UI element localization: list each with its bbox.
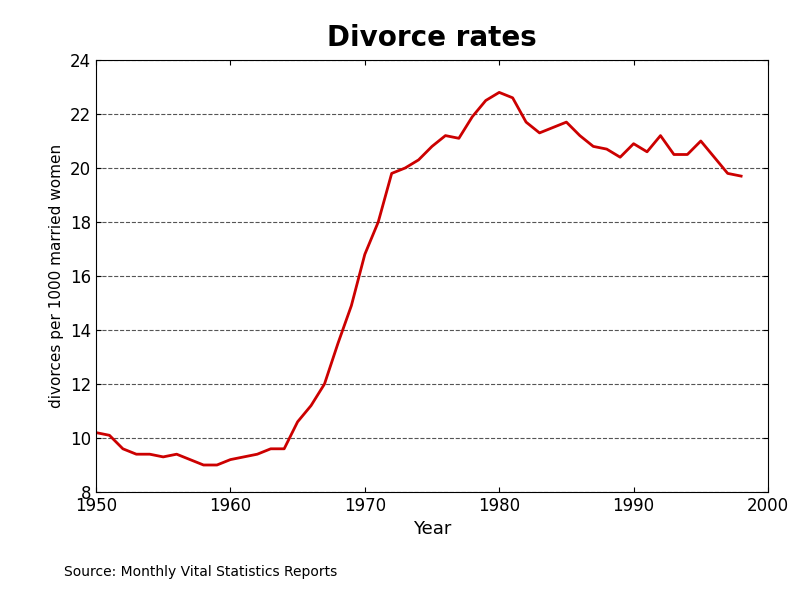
Title: Divorce rates: Divorce rates [327,24,537,52]
Text: Source: Monthly Vital Statistics Reports: Source: Monthly Vital Statistics Reports [64,565,338,579]
X-axis label: Year: Year [413,520,451,538]
Y-axis label: divorces per 1000 married women: divorces per 1000 married women [50,144,64,408]
